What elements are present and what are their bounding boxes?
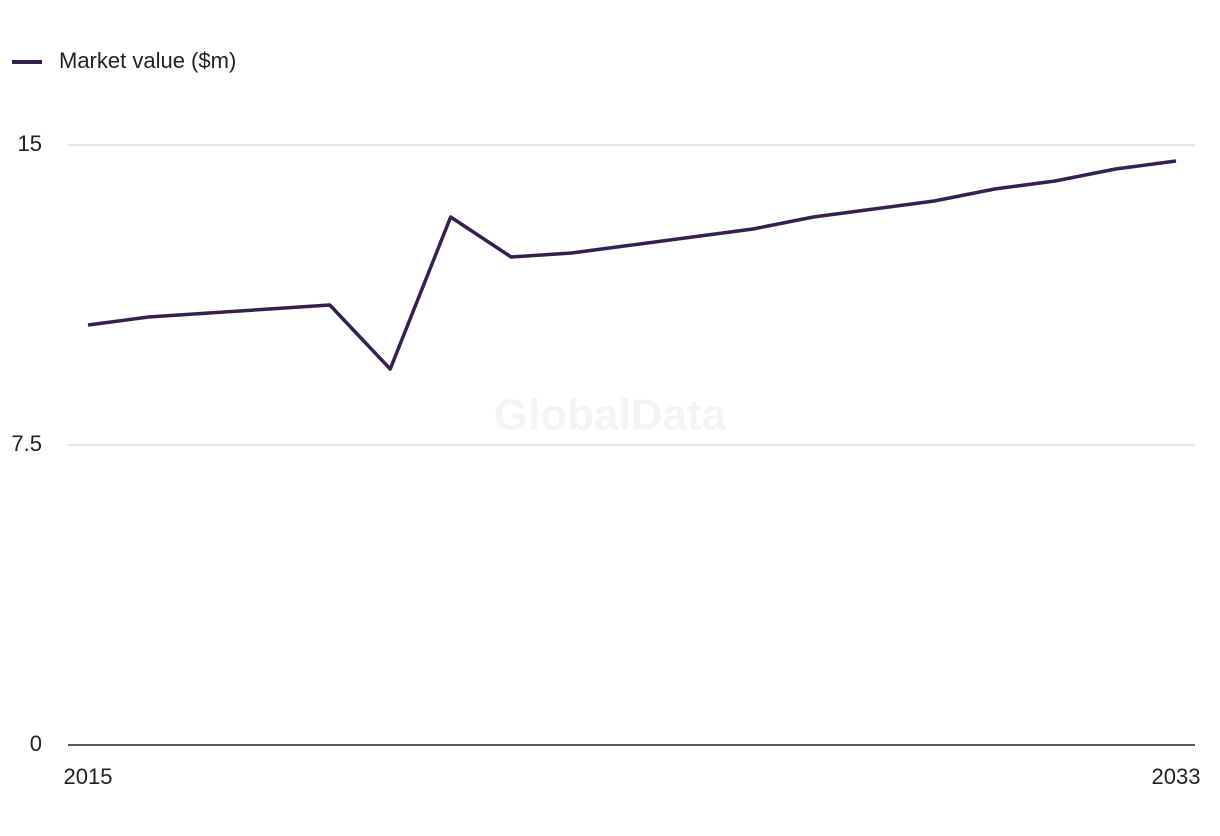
y-tick-label: 15 [18, 131, 42, 156]
y-tick-label: 0 [30, 731, 42, 756]
y-tick-label: 7.5 [11, 431, 42, 456]
watermark: GlobalData [494, 391, 727, 440]
x-tick-label: 2033 [1152, 764, 1201, 789]
legend-label: Market value ($m) [59, 48, 236, 73]
x-tick-label: 2015 [64, 764, 113, 789]
line [87, 159, 1177, 371]
